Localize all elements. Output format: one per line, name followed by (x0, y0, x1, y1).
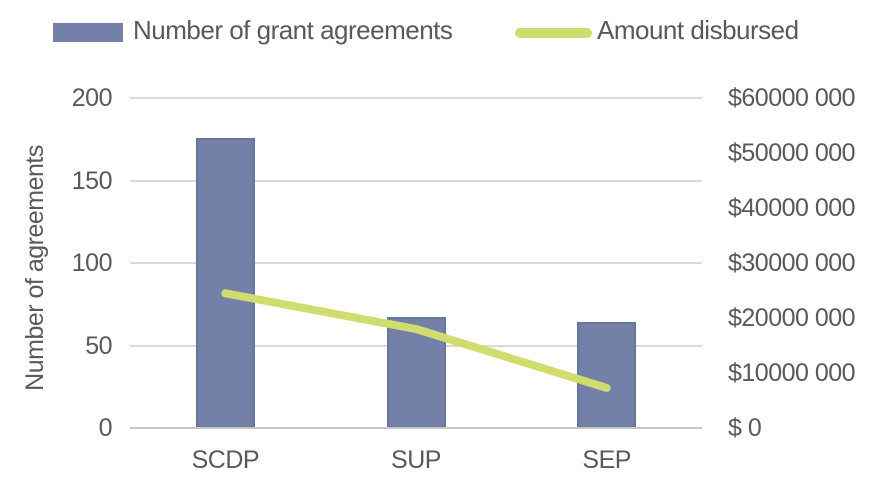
right-axis-tick-label: $20000 000 (728, 304, 856, 332)
left-axis-tick-label: 100 (71, 249, 113, 277)
x-axis-line (130, 427, 702, 429)
x-axis-label-sup: SUP (391, 446, 441, 474)
bar-sup (386, 317, 446, 428)
x-axis-label-scdp: SCDP (191, 446, 260, 474)
bar-scdp (195, 137, 255, 428)
left-axis-tick-label: 50 (85, 331, 112, 360)
x-axis-label-sep: SEP (582, 446, 631, 474)
right-axis-tick-label: $30000 000 (728, 249, 856, 277)
legend-line-swatch (515, 28, 592, 38)
legend-label-grant-agreements: Number of grant agreements (133, 15, 453, 45)
left-axis-tick-label: 0 (98, 414, 113, 442)
right-axis-tick-label: $ 0 (728, 414, 762, 442)
legend-bar-swatch (53, 23, 123, 42)
bar-sep (577, 322, 637, 428)
right-axis-tick-label: $40000 000 (728, 194, 856, 222)
right-axis-tick-label: $10000 000 (728, 359, 856, 387)
gridline (130, 97, 702, 99)
gridline (130, 262, 702, 264)
left-axis-tick-label: 150 (71, 166, 113, 195)
right-axis-tick-label: $50000 000 (728, 139, 856, 167)
legend-label-amount-disbursed: Amount disbursed (597, 15, 799, 45)
gridline (130, 179, 702, 182)
right-axis-tick-label: $60000 000 (728, 84, 856, 112)
left-axis-tick-label: 200 (71, 84, 113, 112)
